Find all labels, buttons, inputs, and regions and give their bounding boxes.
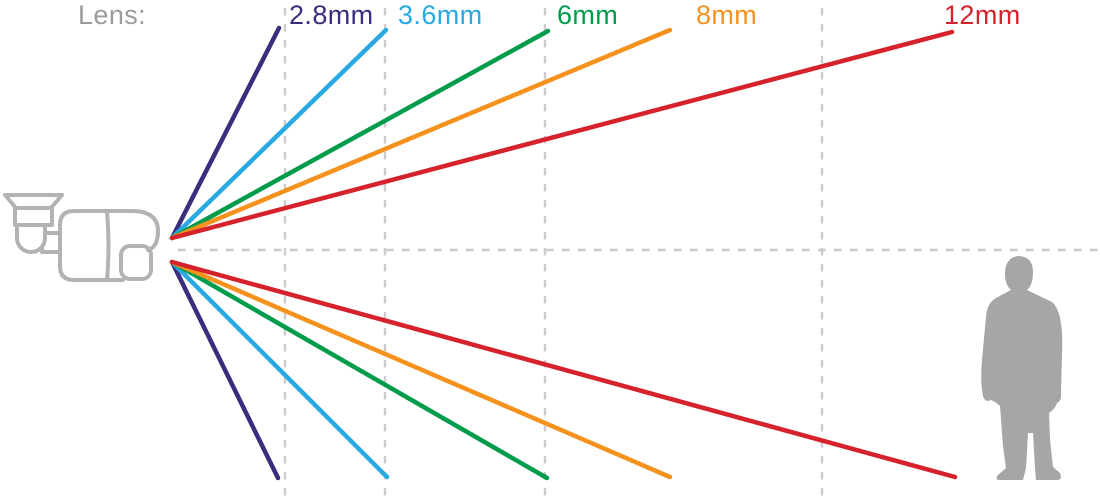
fov-line-3.6mm-lower [169, 259, 390, 480]
lens-label-3.6mm: 3.6mm [398, 0, 483, 30]
fov-line-8mm-upper [169, 27, 673, 241]
person-silhouette [981, 256, 1063, 480]
grid-lines [178, 8, 1100, 497]
fov-lines [169, 25, 958, 481]
fov-line-6mm-lower [169, 259, 550, 481]
lens-label-8mm: 8mm [696, 0, 758, 30]
cctv-bullet-camera-icon [3, 193, 160, 282]
camera-hood [105, 209, 160, 252]
fov-line-8mm-lower [169, 259, 673, 480]
lens-label-6mm: 6mm [557, 0, 619, 30]
camera-lens-barrel [119, 244, 153, 281]
fov-line-12mm-upper [169, 29, 955, 241]
camera-body [58, 209, 125, 282]
camera-body-divider [105, 209, 111, 282]
fov-line-2.8mm-lower [169, 259, 281, 481]
fov-line-6mm-upper [169, 28, 551, 241]
camera-mount-head [15, 223, 47, 254]
camera-mount-neck [13, 206, 54, 227]
lens-label-12mm: 12mm [944, 0, 1021, 30]
fov-line-12mm-lower [169, 259, 958, 480]
lens-label-2.8mm: 2.8mm [289, 0, 374, 30]
lens-legend-label: Lens: [78, 0, 147, 30]
fov-line-3.6mm-upper [169, 27, 389, 241]
fov-line-2.8mm-upper [169, 25, 282, 241]
